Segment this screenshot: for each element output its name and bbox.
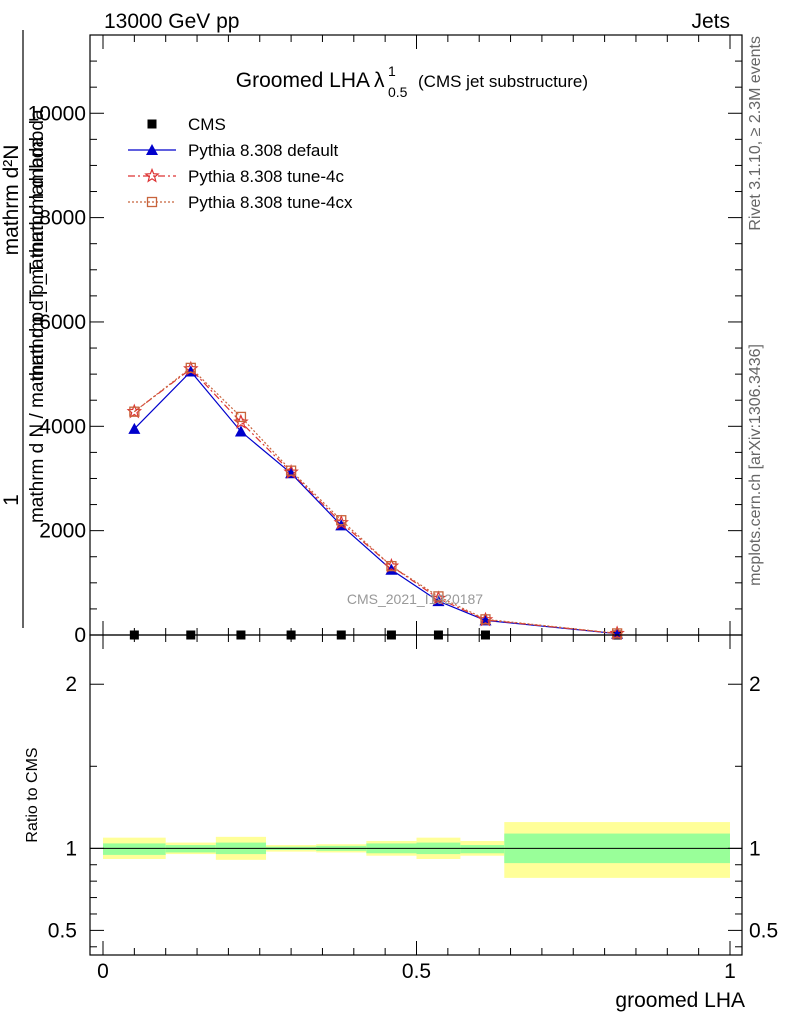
header-left-label: 13000 GeV pp	[104, 10, 239, 33]
series-3-point	[336, 515, 347, 526]
ratio-y-tick-label: 0.5	[48, 919, 77, 942]
x-tick-label: 1	[724, 960, 736, 983]
chart-title-sub: 0.5	[388, 84, 408, 100]
main-panel: 0 2000 4000 6000 8000 10000 CMS_2021_I1920187…	[0, 30, 743, 647]
series-3-point	[433, 591, 444, 602]
y-label-top: mathrm d²N	[0, 145, 23, 256]
chart-title-note: (CMS jet substructure)	[418, 72, 588, 91]
main-axis-ticks: 0 2000 4000 6000 8000 10000	[28, 34, 742, 647]
main-y-axis-label: 1 mathrm d²N mathrm d N / mathrm d p_T m…	[0, 30, 48, 628]
series-3-point	[129, 406, 140, 417]
series-3-point	[386, 560, 397, 572]
ratio-y-tick-label-right: 0.5	[749, 919, 778, 942]
ratio-bands	[103, 822, 730, 878]
chart-title-sup: 1	[388, 63, 396, 79]
legend-marker-2	[144, 167, 160, 183]
main-y-tick-label: 2000	[39, 520, 86, 543]
ratio-y-tick-label-right: 2	[749, 673, 761, 696]
series-3-point	[480, 614, 491, 625]
ratio-y-tick-label: 1	[65, 837, 77, 860]
main-y-tick-label: 0	[74, 624, 86, 647]
legend-marker-1	[146, 144, 158, 155]
main-y-tick-label: 10000	[28, 102, 86, 125]
legend-marker-0	[147, 119, 157, 129]
series-3-point	[611, 628, 623, 639]
ratio-inner-band	[103, 843, 166, 855]
main-y-tick-label: 4000	[39, 415, 86, 438]
series-3-point	[235, 411, 247, 423]
legend: CMS Pythia 8.308 default Pythia 8.308 tune…	[128, 115, 353, 212]
legend-label-0: CMS	[188, 115, 226, 134]
chart-title-main: Groomed LHA	[236, 69, 370, 92]
legend-label-3: Pythia 8.308 tune-4cx	[188, 193, 353, 212]
y-label-denominator: mathrm d N / mathrm d p_T mathrm d lambd…	[27, 137, 48, 524]
ratio-y-tick-label: 2	[65, 673, 77, 696]
legend-label-2: Pythia 8.308 tune-4c	[188, 167, 344, 186]
legend-marker-3	[146, 196, 158, 208]
series-3-point	[185, 362, 196, 374]
ratio-plot-frame	[89, 634, 743, 956]
x-tick-label: 0	[97, 960, 109, 983]
rivet-label: Rivet 3.1.10, ≥ 2.3M events	[747, 36, 764, 231]
header-right-label: Jets	[691, 10, 730, 33]
chart-title-lambda: λ	[374, 69, 385, 92]
series-3-point	[285, 465, 297, 476]
x-tick-label: 0.5	[402, 960, 431, 983]
ratio-panel: 0.5 0.5 1 1 2 2 0 0.5 1 Ratio to CMS groomed LHA	[24, 634, 778, 1012]
x-axis-label: groomed LHA	[615, 989, 745, 1012]
series-1-point	[128, 422, 141, 434]
ratio-inner-band	[460, 845, 505, 854]
ratio-y-tick-label-right: 1	[749, 837, 761, 860]
mcplots-label: mcplots.cern.ch [arXiv:1306.3436]	[747, 344, 764, 586]
watermark-label: CMS_2021_I1920187	[347, 591, 483, 607]
y-label-top-note: mathrm d p_T mathrm d lambda	[27, 109, 48, 380]
y-label-numerator: 1	[0, 494, 23, 506]
main-y-tick-label: 6000	[39, 311, 86, 334]
legend-label-1: Pythia 8.308 default	[188, 141, 339, 160]
ratio-axis-ticks: 0.5 0.5 1 1 2 2 0 0.5 1	[48, 635, 778, 983]
ratio-y-label: Ratio to CMS	[24, 747, 41, 842]
main-y-tick-label: 8000	[39, 207, 86, 230]
chart-title: Groomed LHA λ 1 0.5 (CMS jet substructur…	[236, 63, 588, 100]
series-1-point	[234, 425, 247, 437]
